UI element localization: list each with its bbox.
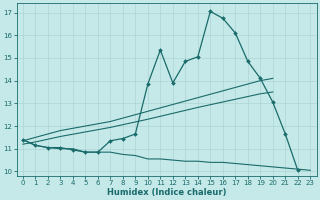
X-axis label: Humidex (Indice chaleur): Humidex (Indice chaleur) bbox=[107, 188, 226, 197]
